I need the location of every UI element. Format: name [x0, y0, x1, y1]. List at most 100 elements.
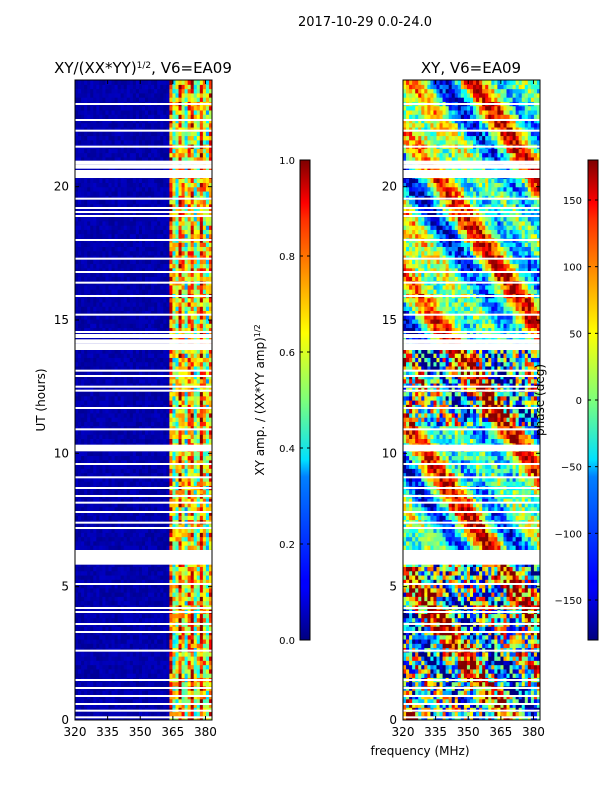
amplitude-heat-cell [90, 387, 94, 393]
amplitude-heat-cell [169, 502, 174, 508]
amplitude-heat-cell [205, 267, 210, 273]
amplitude-heat-cell [126, 468, 131, 474]
amplitude-heat-cell [90, 515, 94, 521]
amplitude-heat-cell [114, 468, 119, 474]
amplitude-heat-cell [175, 664, 180, 670]
amplitude-heat-cell [105, 434, 110, 439]
amplitude-heat-cell [178, 545, 183, 550]
amplitude-heat-cell [160, 310, 164, 316]
amplitude-heat-cell [145, 254, 149, 260]
amplitude-heat-cell [87, 626, 91, 631]
amplitude-heat-cell [75, 711, 79, 717]
amplitude-heat-cell [157, 579, 161, 585]
amplitude-heat-cell [102, 523, 107, 529]
amplitude-heat-cell [120, 289, 125, 294]
amplitude-heat-cell [129, 336, 134, 341]
amplitude-heat-cell [154, 668, 158, 674]
amplitude-heat-cell [90, 348, 94, 354]
amplitude-heat-cell [151, 681, 155, 687]
amplitude-heat-cell [123, 434, 128, 439]
amplitude-heat-cell [114, 391, 119, 397]
amplitude-heat-cell [175, 306, 180, 311]
amplitude-heat-cell [187, 498, 192, 503]
amplitude-heat-cell [199, 382, 204, 388]
amplitude-heat-cell [172, 660, 177, 666]
amplitude-heat-cell [75, 391, 79, 397]
amplitude-heat-cell [190, 272, 195, 277]
amplitude-heat-cell [181, 545, 186, 550]
amplitude-heat-cell [193, 267, 198, 273]
amplitude-heat-cell [205, 502, 210, 508]
amplitude-heat-cell [90, 421, 94, 427]
amplitude-heat-cell [208, 476, 212, 482]
amplitude-heat-cell [166, 417, 170, 422]
amplitude-heat-cell [166, 489, 170, 495]
amplitude-heat-cell [135, 425, 140, 431]
amplitude-heat-cell [99, 698, 103, 704]
amplitude-heat-cell [202, 455, 207, 461]
amplitude-heat-cell [90, 434, 94, 439]
amplitude-heat-cell [99, 318, 103, 324]
amplitude-heat-cell [114, 626, 119, 631]
amplitude-heat-cell [75, 664, 79, 670]
amplitude-heat-cell [205, 310, 210, 316]
amplitude-heat-cell [178, 510, 183, 516]
amplitude-heat-cell [114, 284, 119, 290]
amplitude-heat-cell [193, 472, 198, 478]
amplitude-heat-cell [129, 664, 134, 670]
amplitude-heat-cell [184, 464, 189, 469]
amplitude-heat-cell [208, 626, 212, 631]
amplitude-heat-cell [111, 664, 116, 670]
amplitude-heat-cell [196, 434, 201, 439]
amplitude-heat-cell [78, 306, 82, 311]
amplitude-heat-cell [78, 510, 82, 516]
amplitude-heat-cell [117, 536, 122, 542]
amplitude-heat-cell [178, 417, 183, 422]
amplitude-heat-cell [172, 434, 177, 439]
amplitude-heat-cell [184, 361, 189, 367]
amplitude-heat-cell [202, 365, 207, 371]
amplitude-heat-cell [163, 387, 167, 393]
amplitude-heat-cell [87, 545, 91, 550]
amplitude-heat-cell [117, 421, 122, 427]
amplitude-heat-cell [84, 643, 88, 649]
amplitude-heat-cell [154, 327, 158, 333]
amplitude-heat-cell [123, 536, 128, 542]
amplitude-heat-cell [108, 306, 113, 311]
amplitude-heat-cell [126, 310, 131, 316]
amplitude-heat-cell [117, 246, 122, 252]
amplitude-heat-cell [117, 459, 122, 465]
amplitude-heat-cell [123, 502, 128, 508]
amplitude-heat-cell [99, 408, 103, 414]
amplitude-heat-cell [120, 600, 125, 606]
amplitude-heat-cell [93, 510, 97, 516]
amplitude-heat-cell [105, 365, 110, 371]
amplitude-heat-cell [114, 404, 119, 410]
amplitude-heat-cell [117, 651, 122, 657]
amplitude-heat-cell [184, 613, 189, 619]
amplitude-heat-cell [208, 523, 212, 529]
amplitude-heat-cell [120, 263, 125, 269]
amplitude-heat-cell [105, 540, 110, 546]
amplitude-heat-cell [75, 579, 79, 585]
amplitude-heat-cell [81, 510, 85, 516]
amplitude-heat-cell [141, 348, 146, 354]
amplitude-heat-cell [81, 404, 85, 410]
amplitude-heat-cell [99, 259, 103, 265]
amplitude-heat-cell [154, 579, 158, 585]
amplitude-heat-cell [117, 425, 122, 431]
amplitude-heat-cell [187, 489, 192, 495]
amplitude-heat-cell [138, 276, 143, 282]
amplitude-heat-cell [208, 587, 212, 593]
amplitude-heat-cell [160, 515, 164, 521]
amplitude-heat-cell [108, 417, 113, 422]
amplitude-heat-cell [184, 459, 189, 465]
amplitude-heat-cell [123, 673, 128, 678]
amplitude-heat-cell [90, 587, 94, 593]
amplitude-heat-cell [114, 289, 119, 294]
amplitude-heat-cell [138, 263, 143, 269]
amplitude-heat-cell [178, 459, 183, 465]
amplitude-heat-cell [138, 600, 143, 606]
amplitude-heat-cell [205, 523, 210, 529]
amplitude-heat-cell [193, 272, 198, 277]
